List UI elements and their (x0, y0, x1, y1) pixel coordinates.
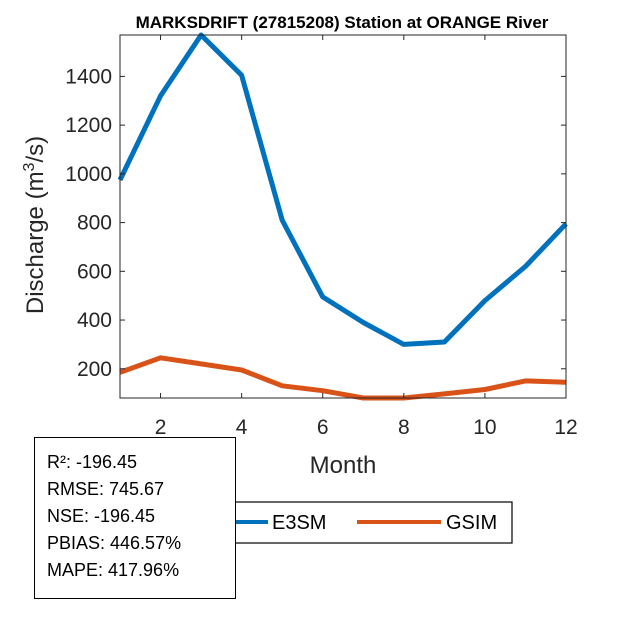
stat-pbias: PBIAS: 446.57% (47, 533, 182, 553)
plot-background (120, 35, 566, 398)
legend: E3SM GSIM (224, 501, 513, 544)
y-tick-label: 800 (77, 212, 112, 235)
x-tick-label: 4 (236, 416, 248, 439)
legend-label-e3sm: E3SM (272, 512, 326, 534)
y-tick-label: 1200 (65, 114, 112, 137)
axes-frame (119, 34, 567, 399)
series-line-gsim (119, 355, 567, 401)
x-axis-label: Month (310, 452, 377, 479)
stat-nse: NSE: -196.45 (47, 506, 156, 526)
stats-box: R²: -196.45 RMSE: 745.67 NSE: -196.45 PB… (34, 437, 236, 599)
legend-label-gsim: GSIM (446, 512, 497, 534)
y-tick-label: 1000 (65, 163, 112, 186)
y-tick-label: 600 (77, 260, 112, 283)
x-tick-label: 6 (317, 416, 329, 439)
chart-title: MARKSDRIFT (27815208) Station at ORANGE … (136, 13, 549, 32)
stat-mape: MAPE: 417.96% (47, 560, 180, 580)
y-tick-label: 1400 (65, 65, 112, 88)
stat-r2: R²: -196.45 (47, 452, 138, 472)
y-tick-label: 400 (77, 309, 112, 332)
x-tick-label: 12 (554, 416, 577, 439)
y-axis-label: Discharge (m3/s) (21, 136, 49, 314)
series-line-e3sm (117, 32, 568, 347)
x-tick-label: 2 (155, 416, 167, 439)
x-tick-label: 8 (398, 416, 410, 439)
y-tick-label: 200 (77, 358, 112, 381)
x-tick-label: 10 (473, 416, 496, 439)
plot-area: 2 4 6 8 10 12 200 400 600 800 1000 1200 1400 (65, 32, 578, 439)
stat-rmse: RMSE: 745.67 (47, 479, 165, 499)
